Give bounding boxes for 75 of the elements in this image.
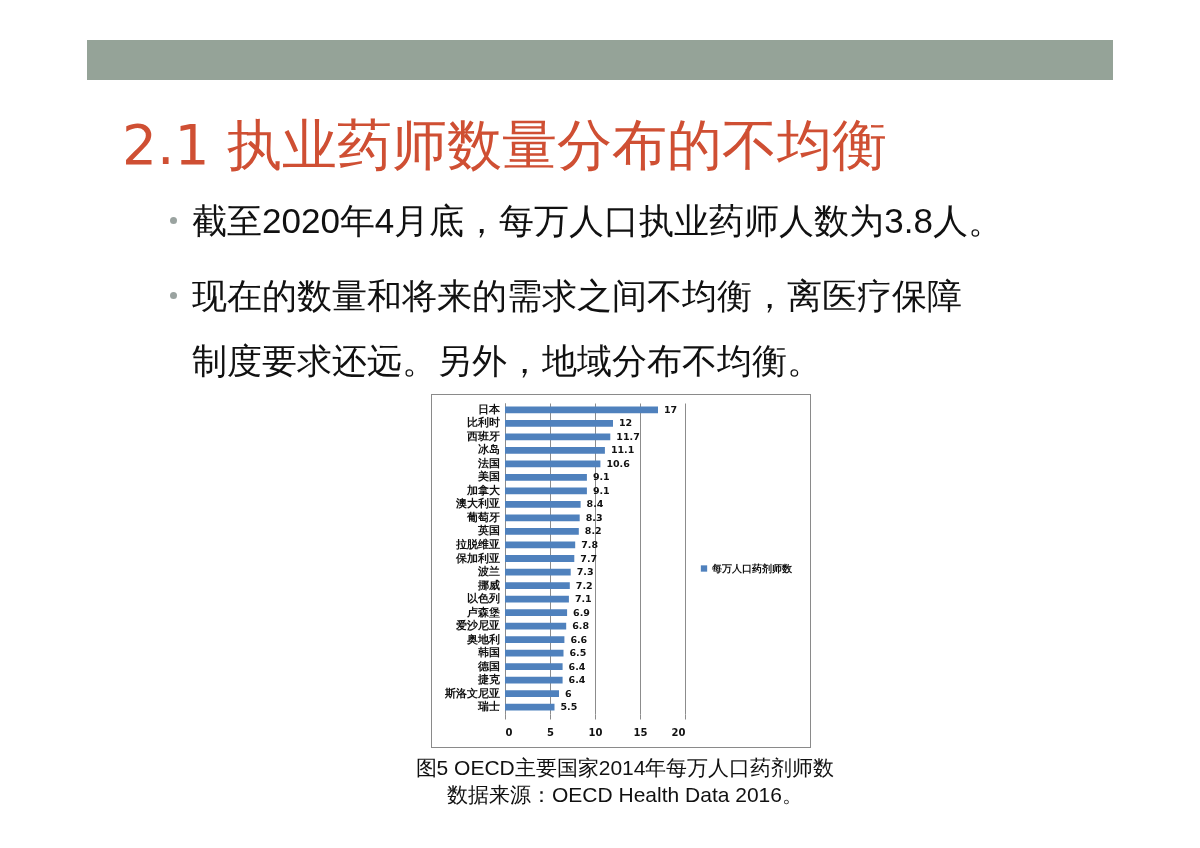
bar [505, 676, 563, 684]
data-label: 7.2 [575, 579, 593, 591]
bar [505, 636, 565, 644]
data-label: 6 [565, 687, 572, 699]
y-tick-label: 冰岛 [477, 443, 500, 456]
chart-title: 2.1 执业药师数量分布的不均衡 [122, 112, 887, 178]
y-tick-label: 澳大利亚 [454, 497, 500, 510]
data-label: 6.6 [570, 633, 588, 645]
bar [505, 703, 555, 711]
bar [505, 473, 587, 481]
bar [505, 690, 559, 698]
y-tick-label: 挪威 [476, 578, 500, 591]
y-tick-label: 奥地利 [465, 632, 500, 645]
y-tick-label: 卢森堡 [465, 605, 500, 618]
y-tick-label: 韩国 [476, 646, 500, 659]
data-label: 7.8 [581, 538, 599, 550]
data-label: 8.3 [585, 511, 603, 523]
y-tick-label: 拉脱维亚 [454, 537, 500, 550]
data-label: 6.5 [569, 647, 587, 659]
y-tick-label: 瑞士 [476, 700, 500, 713]
bar [505, 433, 611, 441]
data-label: 6.9 [573, 606, 590, 618]
data-label: 7.7 [580, 552, 598, 564]
y-tick-label: 德国 [476, 659, 500, 672]
legend-label: 每万人口药剂师数 [711, 562, 793, 574]
y-tick-label: 爱沙尼亚 [454, 619, 500, 632]
data-label: 7.3 [576, 566, 594, 578]
x-tick-label: 15 [633, 726, 648, 738]
data-label: 11.7 [616, 430, 640, 442]
y-tick-label: 保加利亚 [454, 551, 500, 564]
bar [505, 609, 568, 616]
data-label: 6.8 [572, 620, 590, 632]
data-label: 9.1 [592, 471, 610, 483]
bar [505, 649, 564, 657]
data-label: 11.1 [610, 444, 635, 456]
x-tick-label: 10 [588, 726, 603, 738]
data-label: 12 [619, 417, 633, 429]
y-tick-label: 法国 [476, 456, 500, 469]
data-label: 10.6 [606, 457, 631, 469]
y-tick-label: 加拿大 [465, 483, 501, 496]
text: 截至2020年4月底，每万人口执业药师人数为3.8人。 [192, 200, 1003, 242]
data-label: 9.1 [592, 484, 610, 496]
bar [505, 501, 581, 508]
bar [505, 663, 563, 671]
text: 现在的数量和将来的需求之间不均衡，离医疗保障制度要求还远。另外，地域分布不均衡。 [192, 275, 963, 382]
y-tick-label: 波兰 [476, 565, 500, 578]
x-tick-label: 20 [671, 726, 686, 738]
y-tick-label: 比利时 [466, 416, 500, 429]
bar [505, 460, 601, 468]
caption: 图5 OECD主要国家2014年每万人口药剂师数 [414, 755, 836, 781]
data-label: 8.2 [584, 525, 602, 537]
data-label: 8.4 [586, 498, 604, 510]
y-tick-label: 捷克 [476, 673, 501, 686]
data-label: 6.4 [568, 674, 586, 686]
bar [505, 528, 579, 535]
data-label: 7.1 [574, 593, 592, 605]
y-tick-label: 西班牙 [465, 429, 500, 442]
bar [505, 419, 613, 427]
y-tick-label: 美国 [476, 470, 500, 483]
data-label: 5.5 [560, 701, 578, 713]
bar [505, 555, 575, 562]
y-tick-label: 葡萄牙 [465, 510, 500, 523]
bar [505, 582, 570, 589]
x-tick-label: 5 [547, 726, 555, 738]
data-label: 6.4 [568, 660, 586, 672]
bar [505, 446, 605, 454]
y-tick-label: 英国 [476, 524, 500, 537]
y-tick-label: 斯洛文尼亚 [443, 686, 500, 699]
source-note: 数据来源：OECD Health Data 2016。 [446, 782, 804, 808]
chart-frame: 0 5 10 15 20 日本 比利时 西班牙 冰岛 法国 美国 加拿大 澳大利亚 葡萄牙 英国 拉脱维亚 保加利亚 波兰 挪威 以色列 卢森堡 爱沙尼亚 奥地利 韩国 德国 捷克 斯洛文尼亚 瑞士 17 12 11.7 11.1 10.6 9.1 9.1 8.4 8.3 8.2 7.8 7.7 7.3 7.2 7.1 6.9 6.8 6.6 6.5 6.4 6.4 6 5.5 每万人口药剂师数 [431, 394, 811, 748]
y-tick-label: 日本 [477, 402, 501, 415]
y-tick-label: 以色列 [466, 592, 500, 605]
bar [505, 406, 658, 414]
data-label: 17 [664, 403, 678, 415]
x-tick-label: 0 [505, 726, 513, 738]
